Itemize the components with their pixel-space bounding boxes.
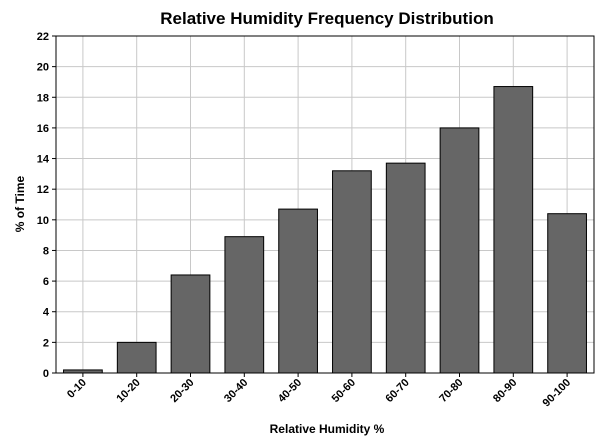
bar-40-50: [278, 208, 318, 374]
x-tick-label: 60-70: [383, 377, 411, 405]
x-tick-label: 80-90: [491, 377, 519, 405]
x-tick-label: 70-80: [437, 377, 465, 405]
y-axis-label: % of Time: [13, 175, 27, 232]
y-axis-ticks: 0 2 4 6 8 10 12 14 16 18 20 22: [37, 31, 56, 380]
bar-70-80: [439, 127, 480, 374]
y-tick-label: 20: [37, 62, 49, 74]
x-axis-ticks: 0-10 10-20 20-30 30-40 40-50 50-60 60-70 70-80 8…: [65, 373, 573, 409]
bar-90-100: [547, 213, 587, 374]
x-tick-label: 20-30: [168, 377, 196, 405]
bar-50-60: [332, 170, 372, 374]
bar-30-40: [224, 236, 265, 374]
y-tick-label: 8: [43, 245, 49, 257]
y-tick-label: 16: [37, 123, 49, 135]
x-tick-label: 10-20: [114, 377, 142, 405]
y-tick-label: 18: [37, 92, 49, 104]
chart-title: Relative Humidity Frequency Distribution: [160, 9, 493, 28]
bar-80-90: [493, 86, 534, 374]
y-tick-label: 0: [43, 368, 49, 380]
y-tick-label: 2: [43, 337, 49, 349]
x-tick-label: 30-40: [222, 377, 250, 405]
bar-60-70: [385, 162, 426, 374]
bar-20-30: [170, 274, 211, 374]
y-tick-label: 4: [43, 307, 50, 319]
x-axis-label: Relative Humidity %: [270, 422, 385, 436]
x-tick-label: 40-50: [276, 377, 304, 405]
bars: [63, 86, 587, 374]
y-tick-label: 10: [37, 215, 49, 227]
plot-frame: [55, 35, 595, 374]
y-tick-label: 12: [37, 184, 49, 196]
y-tick-label: 14: [37, 154, 50, 166]
bar-10-20: [116, 341, 157, 374]
x-tick-label: 50-60: [330, 377, 358, 405]
y-tick-label: 6: [43, 276, 49, 288]
x-tick-label: 90-100: [541, 377, 574, 410]
y-tick-label: 22: [37, 31, 49, 43]
x-tick-label: 0-10: [65, 377, 89, 401]
